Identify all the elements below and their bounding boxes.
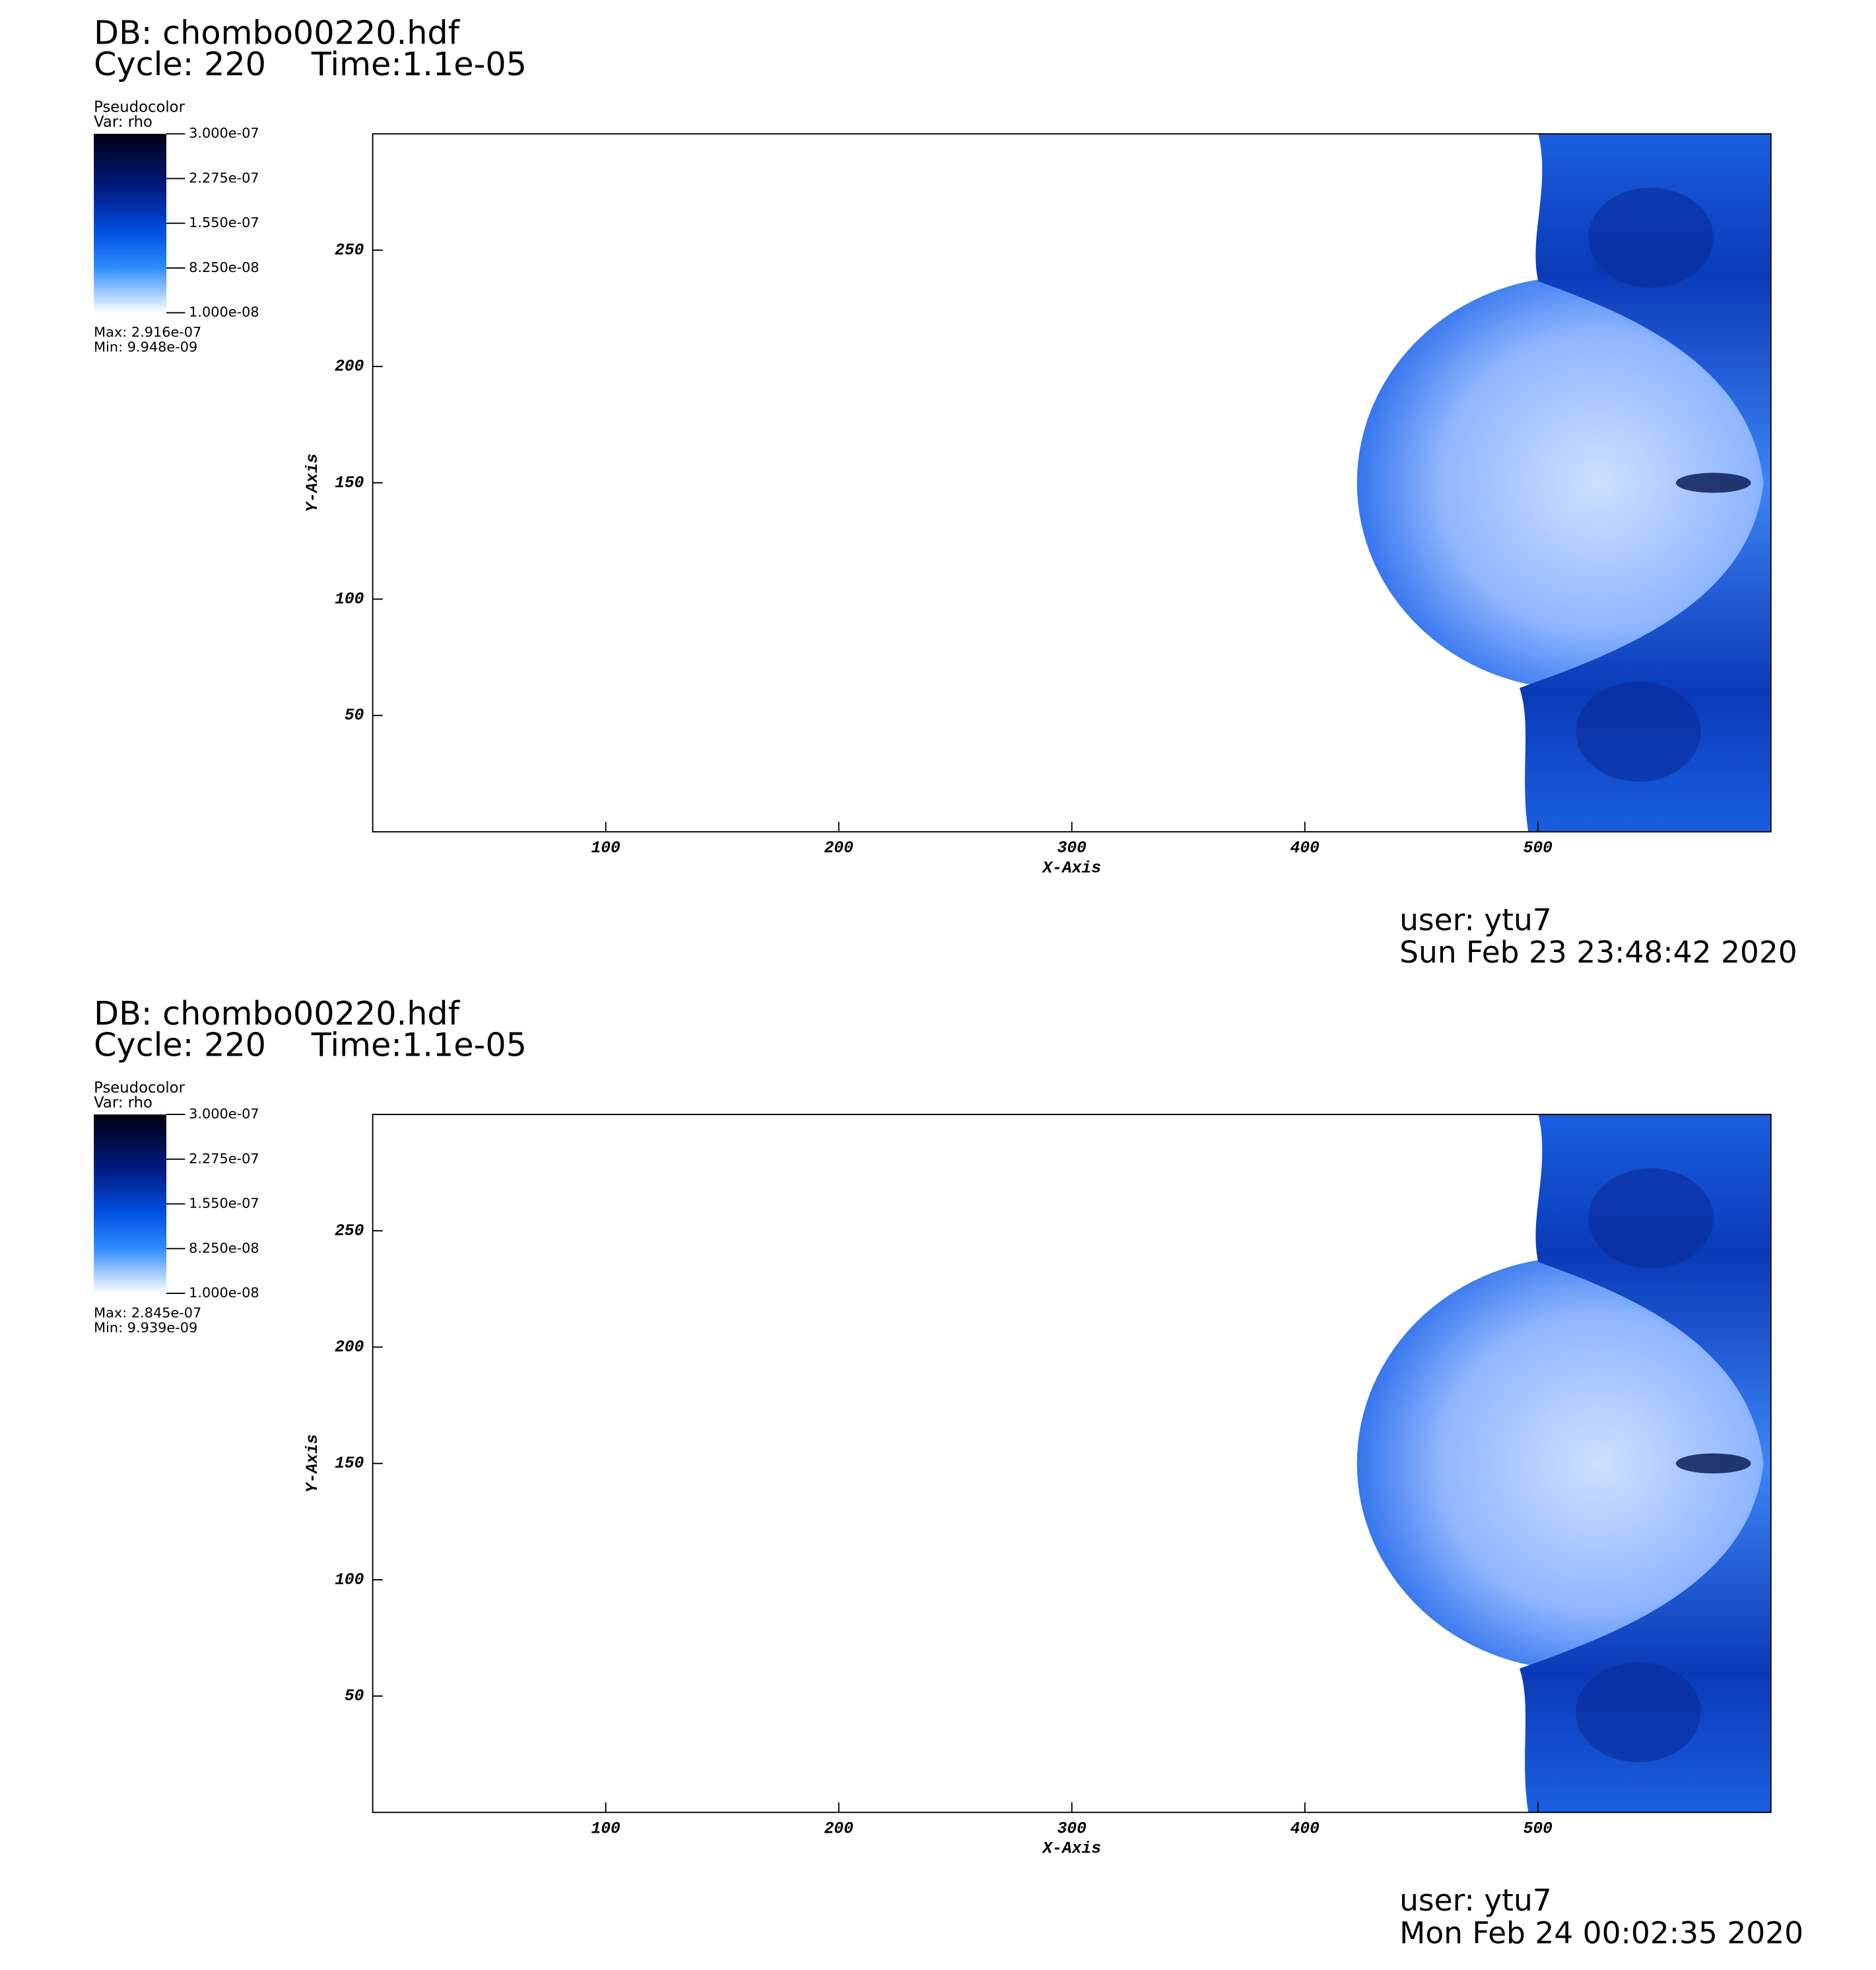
jet	[1675, 1453, 1751, 1474]
date-label: Mon Feb 24 00:02:35 2020	[1399, 1915, 1803, 1950]
x-tick-label: 400	[1290, 1820, 1320, 1838]
vortex	[1576, 1662, 1701, 1763]
x-axis-label: X-Axis	[1041, 860, 1101, 877]
vortex	[1588, 187, 1714, 288]
shock-bubble	[1357, 276, 1771, 689]
x-tick-label: 100	[591, 1820, 621, 1838]
y-tick-label: 150	[335, 475, 364, 493]
time-label: Time:1.1e-05	[311, 1025, 527, 1064]
legend-title: Pseudocolor	[94, 1079, 185, 1097]
field	[1357, 1114, 1771, 1813]
y-tick-label: 250	[335, 242, 364, 259]
y-tick-label: 100	[335, 1571, 364, 1589]
legend-title: Pseudocolor	[94, 98, 185, 116]
legend-variable: Var: rho	[94, 114, 152, 131]
outer-region	[1519, 133, 1771, 832]
outer-region	[1519, 1114, 1771, 1813]
y-axis-label: Y-Axis	[304, 454, 322, 512]
x-tick-label: 400	[1290, 840, 1320, 858]
x-tick-label: 300	[1057, 840, 1087, 858]
x-tick-label: 200	[824, 840, 854, 858]
colorbar-tick-label: 1.000e-08	[189, 304, 259, 320]
y-tick-label: 50	[345, 707, 364, 725]
date-label: Sun Feb 23 23:48:42 2020	[1399, 935, 1797, 970]
y-tick-label: 150	[335, 1455, 364, 1473]
field	[1357, 133, 1771, 832]
x-tick-label: 500	[1524, 840, 1553, 858]
colorbar-tick-label: 3.000e-07	[189, 125, 259, 141]
colorbar-tick-label: 3.000e-07	[189, 1106, 259, 1122]
db-label: DB: chombo00220.hdf	[94, 994, 461, 1033]
max-label: Max: 2.916e-07	[94, 324, 201, 340]
cycle-label: Cycle: 220	[94, 1025, 266, 1064]
colorbar-tick-label: 1.550e-07	[189, 215, 259, 230]
y-tick-label: 100	[335, 591, 364, 609]
x-tick-label: 300	[1057, 1820, 1087, 1838]
colorbar-tick-label: 2.275e-07	[189, 1151, 259, 1167]
x-tick-label: 500	[1524, 1820, 1553, 1838]
y-tick-label: 250	[335, 1223, 364, 1240]
x-tick-label: 100	[591, 840, 621, 858]
vortex	[1576, 681, 1701, 782]
jet	[1675, 473, 1751, 493]
y-tick-label: 50	[345, 1688, 364, 1706]
time-label: Time:1.1e-05	[311, 45, 527, 83]
colorbar-tick-label: 1.000e-08	[189, 1285, 259, 1301]
vortex	[1588, 1168, 1714, 1269]
colorbar	[94, 133, 167, 313]
cycle-label: Cycle: 220	[94, 45, 266, 83]
colorbar-tick-label: 2.275e-07	[189, 170, 259, 186]
colorbar-tick-label: 8.250e-08	[189, 259, 259, 275]
user-label: user: ytu7	[1399, 902, 1552, 937]
min-label: Min: 9.939e-09	[94, 1320, 197, 1336]
y-axis-label: Y-Axis	[304, 1434, 322, 1493]
shock-bubble	[1357, 1257, 1771, 1670]
colorbar	[94, 1114, 167, 1294]
legend-variable: Var: rho	[94, 1095, 152, 1112]
db-label: DB: chombo00220.hdf	[94, 14, 461, 52]
max-label: Max: 2.845e-07	[94, 1305, 201, 1320]
colorbar-tick-label: 8.250e-08	[189, 1240, 259, 1256]
user-label: user: ytu7	[1399, 1883, 1552, 1918]
colorbar-tick-label: 1.550e-07	[189, 1196, 259, 1211]
min-label: Min: 9.948e-09	[94, 339, 197, 355]
y-tick-label: 200	[335, 1339, 364, 1357]
y-tick-label: 200	[335, 358, 364, 376]
x-axis-label: X-Axis	[1041, 1841, 1101, 1858]
x-tick-label: 200	[824, 1820, 854, 1838]
